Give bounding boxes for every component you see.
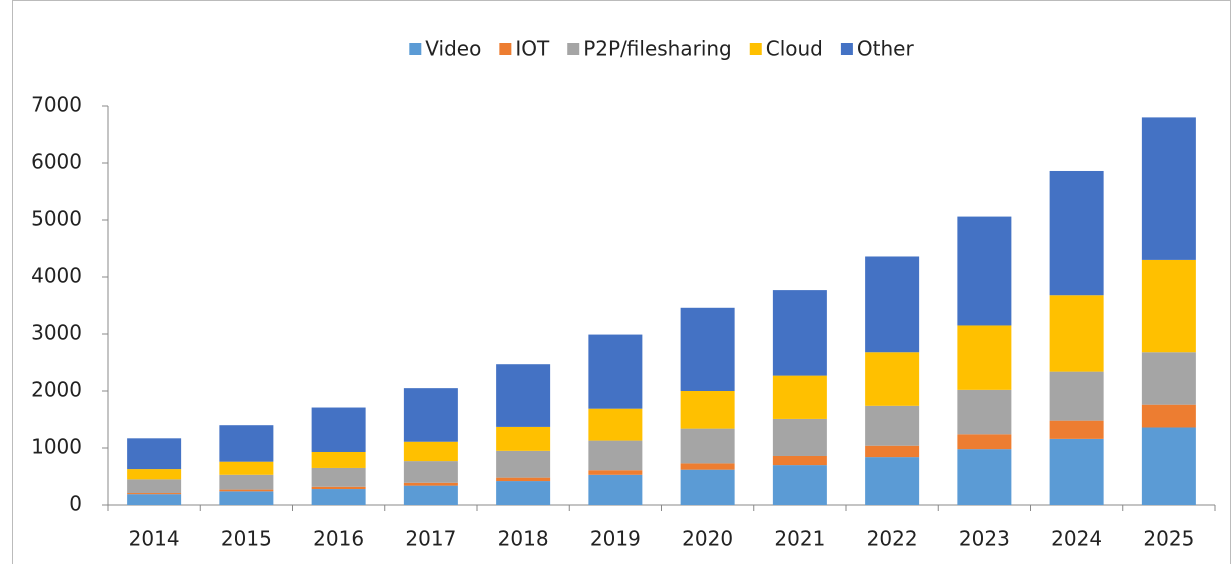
bar-segment: [1141, 117, 1196, 260]
bar-segment: [772, 375, 827, 419]
bar-segment: [1049, 438, 1104, 505]
bar-segment: [772, 465, 827, 505]
legend-label: P2P/filesharing: [583, 37, 732, 61]
bar-segment: [680, 307, 735, 391]
legend-swatch: [840, 43, 853, 55]
bar-segment: [496, 426, 551, 451]
bar-segment: [219, 425, 274, 462]
chart-frame: [12, 0, 1231, 564]
bar-segment: [311, 451, 366, 468]
bar-segment: [403, 485, 458, 505]
bar-segment: [1049, 295, 1104, 372]
bar-segment: [588, 408, 643, 441]
bar-segment: [680, 463, 735, 470]
bar-segment: [772, 290, 827, 376]
bar-segment: [1049, 420, 1104, 439]
bar-segment: [865, 457, 920, 505]
bar-segment: [219, 474, 274, 490]
bar-segment: [588, 440, 643, 471]
x-tick-label: 2017: [405, 527, 456, 551]
bar-segment: [496, 364, 551, 427]
y-tick-label: 1000: [31, 435, 82, 459]
bar-segment: [1141, 404, 1196, 428]
y-tick-label: 5000: [31, 207, 82, 231]
bar-segment: [957, 389, 1012, 435]
bar-segment: [588, 474, 643, 505]
legend-label: Video: [425, 37, 481, 61]
bar-segment: [588, 470, 643, 475]
x-tick-label: 2014: [129, 527, 180, 551]
bar-segment: [311, 489, 366, 505]
x-tick-label: 2016: [313, 527, 364, 551]
bar-segment: [496, 481, 551, 505]
bar-segment: [496, 477, 551, 482]
bar-segment: [957, 216, 1012, 326]
legend-swatch: [749, 43, 762, 55]
bar-segment: [127, 494, 182, 505]
legend-label: IOT: [515, 37, 550, 61]
bar-segment: [772, 418, 827, 456]
bar-segment: [680, 428, 735, 464]
y-tick-label: 2000: [31, 378, 82, 402]
x-tick-label: 2025: [1143, 527, 1194, 551]
bar-segment: [1141, 259, 1196, 353]
bar-segment: [311, 407, 366, 452]
x-tick-label: 2022: [867, 527, 918, 551]
legend-label: Other: [857, 37, 915, 61]
legend-label: Cloud: [766, 37, 823, 61]
bar-segment: [219, 461, 274, 475]
legend-swatch: [409, 43, 422, 55]
y-tick-label: 4000: [31, 264, 82, 288]
x-tick-label: 2023: [959, 527, 1010, 551]
bar-segment: [219, 491, 274, 505]
bar-segment: [588, 334, 643, 409]
bar-segment: [1049, 371, 1104, 421]
bar-segment: [772, 455, 827, 466]
bar-segment: [865, 256, 920, 353]
y-tick-label: 0: [69, 492, 82, 516]
x-tick-label: 2018: [498, 527, 549, 551]
bar-segment: [403, 461, 458, 483]
x-tick-label: 2024: [1051, 527, 1102, 551]
legend-swatch: [567, 43, 580, 55]
bar-segment: [957, 325, 1012, 390]
bar-segment: [680, 391, 735, 429]
y-tick-label: 3000: [31, 321, 82, 345]
bar-segment: [127, 479, 182, 494]
bar-segment: [680, 469, 735, 505]
bar-segment: [1141, 352, 1196, 405]
bar-segment: [127, 438, 182, 470]
y-tick-label: 7000: [31, 93, 82, 117]
bar-segment: [127, 493, 182, 495]
bar-segment: [865, 445, 920, 458]
bar-segment: [403, 482, 458, 486]
bar-segment: [219, 489, 274, 492]
bar-segment: [403, 388, 458, 442]
x-tick-label: 2020: [682, 527, 733, 551]
bar-segment: [311, 467, 366, 487]
bar-segment: [957, 449, 1012, 505]
bar-segment: [127, 469, 182, 480]
y-tick-label: 6000: [31, 150, 82, 174]
bar-segment: [957, 434, 1012, 450]
bar-segment: [1141, 427, 1196, 505]
bar-segment: [311, 486, 366, 490]
x-tick-label: 2015: [221, 527, 272, 551]
bar-segment: [865, 352, 920, 406]
bar-segment: [1049, 170, 1104, 296]
legend-swatch: [499, 43, 512, 55]
bar-segment: [865, 405, 920, 446]
x-tick-label: 2019: [590, 527, 641, 551]
bar-segment: [403, 441, 458, 462]
bar-segment: [496, 450, 551, 478]
x-tick-label: 2021: [774, 527, 825, 551]
